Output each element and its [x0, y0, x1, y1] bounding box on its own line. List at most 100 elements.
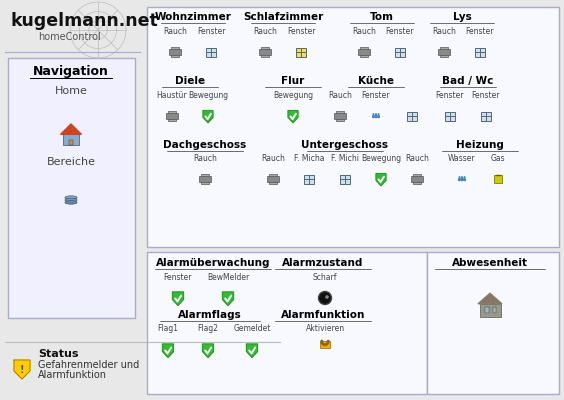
Text: Alarmüberwachung: Alarmüberwachung: [156, 258, 270, 268]
Text: Fenster: Fenster: [197, 27, 225, 36]
Bar: [440, 55, 448, 57]
Text: Aktivieren: Aktivieren: [306, 324, 345, 333]
Text: Bewegung: Bewegung: [188, 91, 228, 100]
Text: Heizung: Heizung: [456, 140, 504, 150]
Bar: [475, 48, 485, 56]
Polygon shape: [162, 344, 174, 358]
Text: Haustür: Haustür: [157, 91, 187, 100]
Bar: [395, 48, 405, 56]
Text: BewMelder: BewMelder: [207, 273, 249, 282]
Text: homeControl: homeControl: [38, 32, 101, 42]
Text: Rauch: Rauch: [253, 27, 277, 36]
Text: Bad / Wc: Bad / Wc: [442, 76, 494, 86]
Ellipse shape: [65, 198, 77, 202]
Text: Flag1: Flag1: [157, 324, 178, 333]
Bar: [8, 58, 135, 318]
Bar: [63, 134, 80, 146]
Polygon shape: [375, 113, 377, 117]
Text: F. Michi: F. Michi: [331, 154, 359, 163]
Text: kugelmann.net: kugelmann.net: [10, 12, 158, 30]
Text: Scharf: Scharf: [313, 273, 337, 282]
Ellipse shape: [65, 196, 77, 199]
Text: Fenster: Fenster: [164, 273, 192, 282]
Text: Lys: Lys: [453, 12, 472, 22]
Text: Alarmzustand: Alarmzustand: [283, 258, 364, 268]
Polygon shape: [478, 293, 502, 304]
Circle shape: [319, 292, 332, 304]
Text: Schlafzimmer: Schlafzimmer: [243, 12, 323, 22]
Bar: [360, 55, 368, 57]
Circle shape: [461, 180, 463, 181]
Bar: [269, 174, 277, 176]
Bar: [413, 182, 421, 184]
Bar: [438, 49, 450, 55]
Text: Fenster: Fenster: [386, 27, 414, 36]
Bar: [267, 176, 279, 182]
Text: Rauch: Rauch: [193, 154, 217, 163]
Text: Küche: Küche: [358, 76, 394, 86]
Bar: [269, 182, 277, 184]
Polygon shape: [246, 344, 258, 358]
Text: Fenster: Fenster: [362, 91, 390, 100]
Text: F. Micha: F. Micha: [294, 154, 324, 163]
Bar: [492, 307, 496, 313]
Text: Flur: Flur: [281, 76, 305, 86]
Bar: [168, 119, 176, 121]
Polygon shape: [373, 113, 374, 117]
Bar: [340, 174, 350, 184]
Text: Diele: Diele: [175, 76, 205, 86]
Bar: [147, 252, 427, 394]
Bar: [358, 49, 370, 55]
Text: !: !: [20, 365, 24, 375]
Bar: [201, 174, 209, 176]
Bar: [261, 47, 269, 49]
Bar: [440, 47, 448, 49]
Bar: [171, 55, 179, 57]
Polygon shape: [223, 292, 233, 306]
Text: Flag2: Flag2: [197, 324, 218, 333]
Polygon shape: [378, 113, 380, 117]
Bar: [481, 112, 491, 120]
Bar: [147, 7, 559, 247]
Bar: [166, 113, 178, 119]
Bar: [169, 49, 181, 55]
Text: Rauch: Rauch: [328, 91, 352, 100]
Text: Tom: Tom: [370, 12, 394, 22]
Text: Home: Home: [55, 86, 87, 96]
Text: Bewegung: Bewegung: [273, 91, 313, 100]
Text: Bewegung: Bewegung: [361, 154, 401, 163]
Bar: [336, 119, 344, 121]
Bar: [69, 140, 73, 146]
Text: Abwesenheit: Abwesenheit: [452, 258, 528, 268]
Polygon shape: [288, 111, 298, 123]
Polygon shape: [459, 176, 460, 180]
Polygon shape: [376, 174, 386, 186]
Bar: [261, 55, 269, 57]
Bar: [427, 252, 559, 394]
Text: Bereiche: Bereiche: [46, 157, 95, 167]
Polygon shape: [173, 292, 183, 306]
Circle shape: [464, 180, 465, 181]
Polygon shape: [464, 176, 465, 180]
Text: Gemeldet: Gemeldet: [233, 324, 271, 333]
Text: Fenster: Fenster: [436, 91, 464, 100]
Text: Fenster: Fenster: [287, 27, 315, 36]
Text: Rauch: Rauch: [261, 154, 285, 163]
Bar: [334, 113, 346, 119]
Bar: [206, 48, 216, 56]
Bar: [168, 111, 176, 113]
Text: Rauch: Rauch: [432, 27, 456, 36]
Text: Rauch: Rauch: [405, 154, 429, 163]
Bar: [484, 307, 488, 313]
Text: Wasser: Wasser: [448, 154, 476, 163]
Bar: [296, 48, 306, 56]
Text: Status: Status: [38, 349, 78, 359]
Bar: [259, 49, 271, 55]
Circle shape: [459, 180, 460, 181]
Text: Navigation: Navigation: [33, 65, 109, 78]
Bar: [479, 304, 500, 317]
Text: Fenster: Fenster: [472, 91, 500, 100]
Polygon shape: [14, 360, 30, 379]
Text: Untergeschoss: Untergeschoss: [302, 140, 389, 150]
Polygon shape: [203, 111, 213, 123]
